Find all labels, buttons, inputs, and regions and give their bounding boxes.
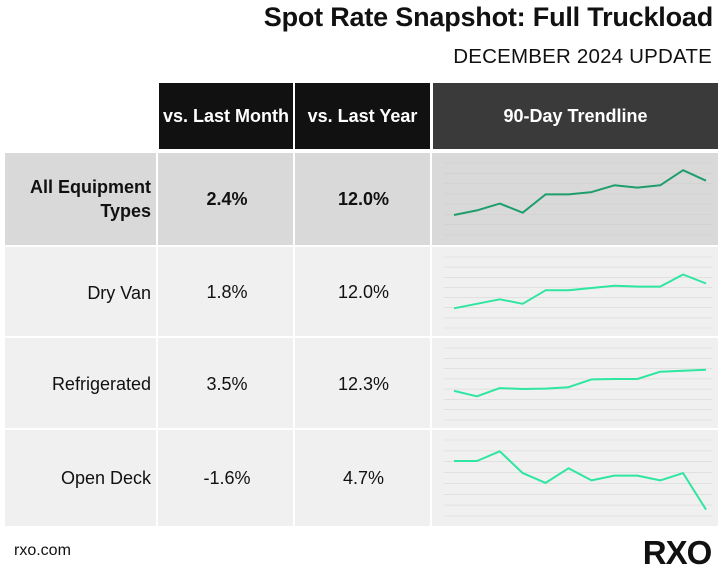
column-divider: [293, 430, 295, 526]
rxo-logo-text: RXO: [643, 535, 712, 569]
trend-line: [453, 169, 707, 216]
column-divider: [156, 247, 158, 338]
sparkline-all-equipment: [444, 162, 712, 236]
trendline-refrigerated: [434, 338, 718, 430]
trend-line: [453, 273, 707, 310]
value-mom-all-equipment: 2.4%: [206, 188, 248, 209]
table-row-all-equipment: All Equipment Types 2.4% 12.0%: [5, 153, 718, 245]
value-yoy-all-equipment: 12.0%: [337, 188, 390, 209]
column-divider: [293, 338, 295, 430]
footer-url: rxo.com: [14, 542, 71, 559]
table-row-refrigerated: Refrigerated 3.5% 12.3%: [5, 336, 718, 430]
column-divider: [156, 153, 158, 245]
sparkline-refrigerated: [444, 347, 712, 421]
value-yoy-open-deck: 4.7%: [342, 467, 385, 488]
column-divider: [430, 247, 432, 338]
column-header-vs-last-month: vs. Last Month: [159, 83, 293, 149]
trend-line: [453, 368, 707, 398]
value-mom-open-deck: -1.6%: [203, 467, 251, 488]
column-divider: [430, 430, 432, 526]
column-divider: [293, 247, 295, 338]
row-label-all-equipment: All Equipment Types: [30, 177, 151, 221]
column-divider: [293, 153, 295, 245]
row-label-refrigerated: Refrigerated: [51, 374, 151, 394]
sparkline-dry-van: [444, 256, 712, 329]
rxo-logo: RXO: [643, 535, 713, 569]
column-divider: [430, 153, 432, 245]
row-label-dry-van: Dry Van: [87, 282, 151, 303]
column-divider: [156, 338, 158, 430]
column-divider: [156, 430, 158, 526]
column-header-vs-last-year: vs. Last Year: [295, 83, 430, 149]
value-yoy-refrigerated: 12.3%: [337, 373, 390, 394]
chart-subtitle: DECEMBER 2024 UPDATE: [453, 45, 712, 68]
value-mom-dry-van: 1.8%: [206, 282, 248, 302]
trendline-dry-van: [434, 247, 718, 338]
value-yoy-dry-van: 12.0%: [337, 282, 390, 302]
row-label-open-deck: Open Deck: [60, 468, 151, 488]
chart-title: Spot Rate Snapshot: Full Truckload: [263, 2, 713, 32]
table-row-dry-van: Dry Van 1.8% 12.0%: [5, 245, 718, 338]
table-row-open-deck: Open Deck -1.6% 4.7%: [5, 428, 718, 526]
trend-line: [454, 450, 707, 511]
sparkline-open-deck: [444, 439, 712, 517]
column-divider: [430, 338, 432, 430]
trendline-all-equipment: [434, 153, 718, 245]
column-header-trendline: 90-Day Trendline: [433, 83, 718, 149]
value-mom-refrigerated: 3.5%: [206, 373, 248, 394]
trendline-open-deck: [434, 430, 718, 526]
